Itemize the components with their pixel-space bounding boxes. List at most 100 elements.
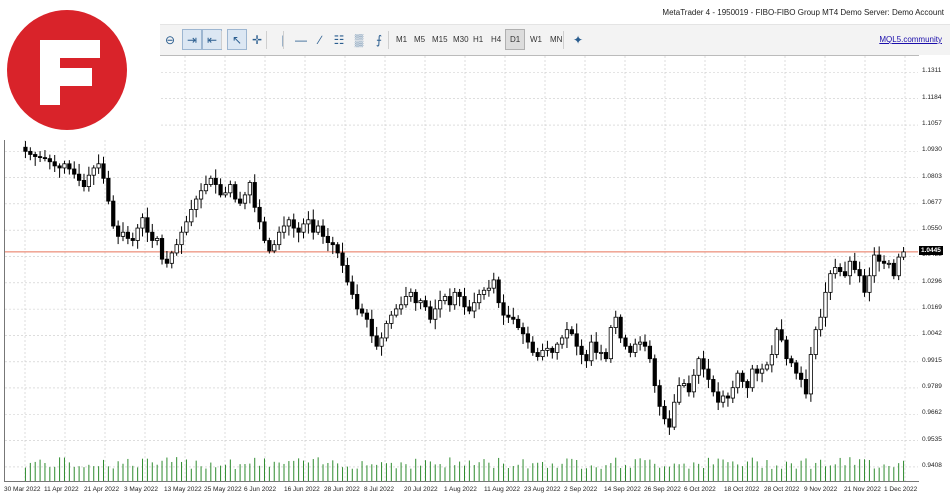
candle-bullish [813,329,818,355]
candle-bearish [374,335,379,347]
candle-bearish [779,329,784,341]
timeframe-mn-button[interactable]: MN [550,35,563,44]
candle-bullish [818,316,823,331]
candle-bearish [755,368,760,374]
trendline-icon[interactable]: ∕ [318,32,321,47]
candle-bullish [545,347,550,351]
crosshair-icon[interactable]: ✛ [251,32,263,47]
price-tick-label: 0.9915 [922,356,942,364]
candle-bullish [901,251,906,258]
candle-bearish [618,316,623,339]
candle-bullish [540,349,545,358]
fibo-logo [0,0,160,140]
candle-bullish [691,374,696,393]
candlestick-chart[interactable] [5,56,918,481]
candle-bearish [47,158,52,163]
date-tick-label: 20 Jul 2022 [404,486,438,493]
date-tick-label: 21 Apr 2022 [84,486,120,493]
candle-bearish [706,368,711,380]
candle-bearish [711,379,716,393]
cursor-icon[interactable]: ↖ [227,29,247,50]
candle-bullish [872,254,877,277]
timeframe-m1-button[interactable]: M1 [396,35,408,44]
price-tick-label: 1.0423 [922,251,942,259]
text-label-icon[interactable]: ☷ [333,32,345,47]
candle-bullish [281,225,287,233]
candle-bullish [823,291,828,318]
candle-bullish [867,275,872,293]
timeframe-m30-button[interactable]: M30 [453,35,469,44]
timeframe-m15-button[interactable]: M15 [432,35,448,44]
timeframe-h4-button[interactable]: H4 [491,35,502,44]
candle-bullish [433,308,438,320]
candle-bullish [438,300,443,310]
candle-bearish [511,316,516,320]
date-tick-label: 16 Jun 2022 [284,486,320,493]
candle-bullish [491,279,496,289]
gann-icon[interactable]: ⨍ [375,32,383,47]
candle-bullish [477,294,482,304]
fibonacci-icon[interactable]: ▒ [354,32,364,47]
price-tick-label: 1.1184 [922,93,942,101]
price-tick-label: 1.0803 [922,172,942,180]
candle-bullish [306,219,311,225]
candle-bullish [140,217,145,229]
candle-bearish [628,345,633,353]
candle-bearish [72,168,77,175]
candle-bullish [398,304,404,310]
candle-bearish [23,146,28,152]
timeframe-m5-button[interactable]: M5 [414,35,426,44]
autoscroll-icon[interactable]: ⇤ [202,29,222,50]
timeframe-w1-button[interactable]: W1 [530,35,542,44]
timeframe-h1-button[interactable]: H1 [473,35,484,44]
candle-bullish [472,302,477,312]
candle-bearish [76,173,82,181]
candle-bullish [696,358,701,376]
tile-windows-icon[interactable]: ✦ [572,32,584,47]
candle-bearish [257,206,262,223]
candle-bearish [857,269,862,277]
candle-bullish [198,190,204,200]
candle-bullish [242,194,248,204]
chart-shift-icon[interactable]: ⇥ [182,29,202,50]
candle-bearish [501,302,506,316]
candle-bullish [96,163,101,169]
mql5-community-link[interactable]: MQL5.community [879,35,942,44]
candle-bearish [267,240,272,252]
candle-bearish [237,198,243,204]
candle-bearish [125,231,130,239]
candle-bearish [369,318,374,337]
date-tick-label: 8 Jul 2022 [364,486,394,493]
candle-bearish [159,238,165,260]
candle-bearish [335,244,340,254]
candle-bullish [828,273,833,293]
date-tick-label: 23 Aug 2022 [524,486,561,493]
candle-bearish [789,358,794,364]
candle-bullish [208,177,213,185]
candle-bearish [496,279,501,304]
candle-bullish [759,368,765,374]
candle-bullish [247,182,252,196]
price-tick-label: 1.0677 [922,198,942,206]
price-chart[interactable] [4,55,919,482]
candle-bullish [277,231,282,246]
price-tick-label: 1.0296 [922,277,942,285]
candle-bearish [252,182,257,208]
candle-bullish [486,287,491,291]
candle-bearish [213,177,218,185]
toolbar-separator [266,31,267,49]
toolbar-separator [388,31,389,49]
date-tick-label: 3 May 2022 [124,486,158,493]
date-tick-label: 28 Oct 2022 [764,486,800,493]
timeframe-d1-button[interactable]: D1 [505,29,526,50]
zoom-out-icon[interactable]: ⊖ [164,32,176,47]
candle-bullish [481,289,487,295]
candle-bearish [359,308,365,314]
candle-bearish [150,231,155,241]
candle-bullish [833,267,838,275]
candle-bearish [662,405,667,420]
candle-bearish [345,264,350,283]
horizontal-line-icon[interactable]: — [295,32,307,47]
candle-bullish [896,256,901,277]
candle-bearish [647,345,652,360]
